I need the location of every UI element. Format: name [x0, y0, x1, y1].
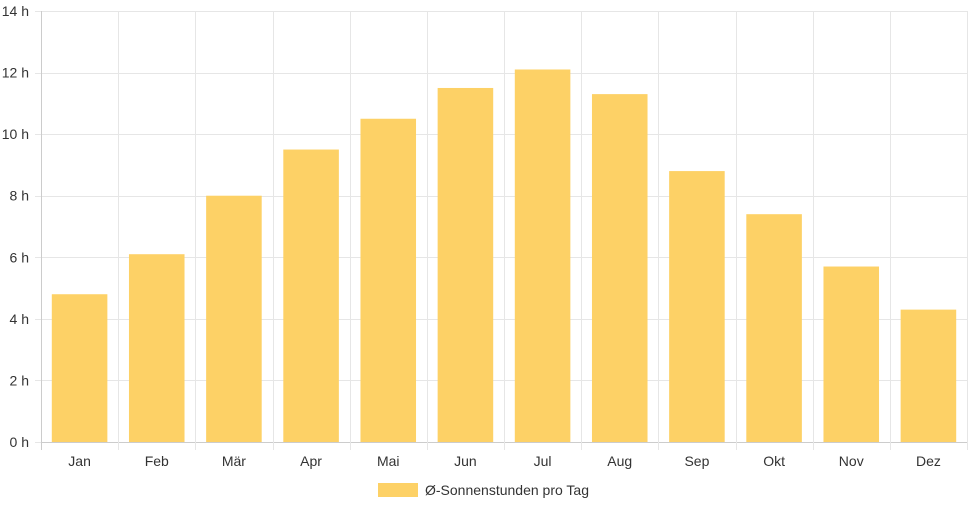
- x-tick-label: Apr: [300, 453, 322, 469]
- x-tick-label: Mai: [377, 453, 400, 469]
- x-tick-label: Feb: [145, 453, 169, 469]
- y-tick-label: 14 h: [2, 3, 29, 19]
- bar-okt[interactable]: [746, 214, 802, 442]
- x-tick-label: Okt: [763, 453, 785, 469]
- bar-aug[interactable]: [591, 94, 648, 442]
- y-tick-label: 12 h: [2, 65, 29, 81]
- bar-jun[interactable]: [437, 87, 494, 442]
- bar-mai[interactable]: [360, 118, 417, 442]
- y-tick-label: 0 h: [10, 434, 29, 450]
- bar-mär[interactable]: [206, 195, 262, 442]
- x-tick-label: Sep: [684, 453, 709, 469]
- x-tick-label: Jan: [68, 453, 91, 469]
- legend-swatch[interactable]: [378, 483, 418, 497]
- axes: 0 h 2 h 4 h 6 h 8 h 10 h 12 h 14 h Jan Feb Mär Apr M…: [2, 3, 941, 469]
- y-tick-label: 6 h: [10, 249, 29, 265]
- bars: [51, 69, 957, 443]
- bar-jul[interactable]: [514, 69, 571, 442]
- legend-label[interactable]: Ø-Sonnenstunden pro Tag: [425, 482, 589, 498]
- x-tick-label: Dez: [916, 453, 941, 469]
- bar-feb[interactable]: [128, 254, 185, 442]
- y-tick-label: 10 h: [2, 126, 29, 142]
- bar-jan[interactable]: [51, 294, 108, 442]
- bar-apr[interactable]: [283, 149, 339, 443]
- bar-nov[interactable]: [823, 266, 880, 442]
- y-tick-label: 4 h: [10, 311, 29, 327]
- y-tick-label: 2 h: [10, 372, 29, 388]
- x-tick-label: Jul: [534, 453, 552, 469]
- legend[interactable]: Ø-Sonnenstunden pro Tag: [378, 482, 589, 498]
- bar-sep[interactable]: [669, 171, 725, 443]
- x-tick-label: Mär: [222, 453, 246, 469]
- x-tick-label: Aug: [607, 453, 632, 469]
- x-tick-label: Jun: [454, 453, 477, 469]
- bar-dez[interactable]: [900, 309, 957, 442]
- y-tick-label: 8 h: [10, 188, 29, 204]
- x-tick-label: Nov: [839, 453, 864, 469]
